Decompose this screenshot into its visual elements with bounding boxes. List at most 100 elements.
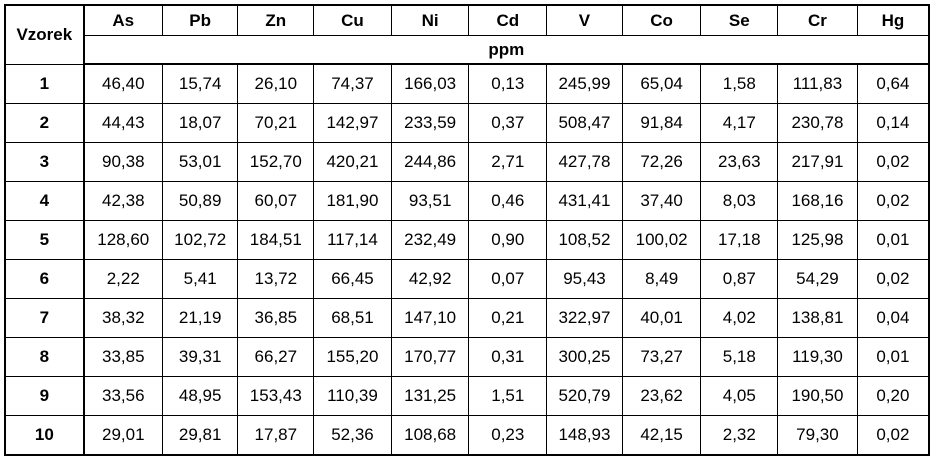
table-cell: 23,62: [621, 376, 702, 416]
table-cell: 520,79: [546, 376, 623, 416]
table-cell: 60,07: [237, 181, 315, 221]
table-cell: 50,89: [161, 181, 239, 221]
table-cell: 40,01: [621, 298, 702, 338]
table-cell: 170,77: [390, 337, 470, 377]
table-cell: 36,85: [237, 298, 315, 338]
table-cell: 46,40: [83, 63, 163, 104]
column-header: Pb: [161, 4, 239, 36]
table-cell: 181,90: [313, 181, 392, 221]
table-cell: 18,07: [161, 103, 239, 143]
table-cell: 245,99: [546, 63, 623, 104]
table-cell: 13,72: [237, 259, 315, 299]
table-cell: 42,38: [83, 181, 163, 221]
table-cell: 0,31: [468, 337, 548, 377]
table-cell: 38,32: [83, 298, 163, 338]
table-cell: 125,98: [777, 220, 858, 260]
table-cell: 93,51: [390, 181, 470, 221]
column-header: As: [83, 4, 163, 36]
table-row: 2 44,43 18,07 70,21 142,97 233,59 0,37 508,47 91…: [4, 103, 930, 143]
table-cell: 2,32: [700, 415, 779, 456]
table-cell: 190,50: [777, 376, 858, 416]
table-cell: 0,37: [468, 103, 548, 143]
column-header: Cd: [468, 4, 548, 36]
table-cell: 233,59: [390, 103, 470, 143]
table-cell: 166,03: [390, 63, 470, 104]
table-row: 6 2,22 5,41 13,72 66,45 42,92 0,07 95,43 8,49 0,8…: [4, 259, 930, 299]
table-cell: 54,29: [777, 259, 858, 299]
table-cell: 68,51: [313, 298, 392, 338]
column-header: Zn: [237, 4, 315, 36]
table-cell: 155,20: [313, 337, 392, 377]
table-cell: 95,43: [546, 259, 623, 299]
column-header: Ni: [390, 4, 470, 36]
table-cell: 108,68: [390, 415, 470, 456]
table-cell: 431,41: [546, 181, 623, 221]
table-cell: 0,04: [856, 298, 930, 338]
table-cell: 147,10: [390, 298, 470, 338]
table-cell: 420,21: [313, 142, 392, 182]
row-label: 10: [4, 415, 85, 456]
table-cell: 232,49: [390, 220, 470, 260]
table-cell: 0,87: [700, 259, 779, 299]
table-cell: 17,87: [237, 415, 315, 456]
table-cell: 0,13: [468, 63, 548, 104]
table-cell: 0,02: [856, 142, 930, 182]
table-cell: 110,39: [313, 376, 392, 416]
table-cell: 0,90: [468, 220, 548, 260]
row-label: 2: [4, 103, 85, 143]
unit-label: ppm: [83, 35, 930, 65]
table-cell: 33,56: [83, 376, 163, 416]
column-header-row: Vzorek As Pb Zn Cu Ni Cd V Co Se Cr Hg: [4, 4, 930, 65]
table-row: 7 38,32 21,19 36,85 68,51 147,10 0,21 322,97 40,…: [4, 298, 930, 338]
table-cell: 1,58: [700, 63, 779, 104]
row-label: 4: [4, 181, 85, 221]
table-cell: 70,21: [237, 103, 315, 143]
table-cell: 0,21: [468, 298, 548, 338]
table-cell: 44,43: [83, 103, 163, 143]
table-cell: 73,27: [621, 337, 702, 377]
table-cell: 142,97: [313, 103, 392, 143]
table-cell: 108,52: [546, 220, 623, 260]
table-cell: 8,03: [700, 181, 779, 221]
row-label: 6: [4, 259, 85, 299]
table-cell: 52,36: [313, 415, 392, 456]
table-cell: 184,51: [237, 220, 315, 260]
column-header: Cu: [313, 4, 392, 36]
row-label: 1: [4, 63, 85, 104]
table-row: 9 33,56 48,95 153,43 110,39 131,25 1,51 520,79 2…: [4, 376, 930, 416]
column-header: Se: [700, 4, 779, 36]
unit-row: ppm: [5, 35, 930, 65]
table-cell: 0,23: [468, 415, 548, 456]
table-cell: 4,17: [700, 103, 779, 143]
table-cell: 8,49: [621, 259, 702, 299]
table-cell: 33,85: [83, 337, 163, 377]
table-cell: 29,01: [83, 415, 163, 456]
table-cell: 21,19: [161, 298, 239, 338]
table-cell: 300,25: [546, 337, 623, 377]
table-cell: 37,40: [621, 181, 702, 221]
table-cell: 152,70: [237, 142, 315, 182]
row-label: 9: [4, 376, 85, 416]
column-header: V: [546, 4, 623, 36]
row-label: 8: [4, 337, 85, 377]
table-cell: 131,25: [390, 376, 470, 416]
table-cell: 48,95: [161, 376, 239, 416]
table-row: 5 128,60 102,72 184,51 117,14 232,49 0,90 108,5…: [4, 220, 930, 260]
table-cell: 0,07: [468, 259, 548, 299]
table-cell: 2,22: [83, 259, 163, 299]
table-cell: 15,74: [161, 63, 239, 104]
table-cell: 0,20: [856, 376, 930, 416]
table-cell: 42,92: [390, 259, 470, 299]
table-cell: 72,26: [621, 142, 702, 182]
table-cell: 119,30: [777, 337, 858, 377]
table-cell: 0,14: [856, 103, 930, 143]
corner-header: Vzorek: [4, 4, 85, 65]
table-cell: 148,93: [546, 415, 623, 456]
table-cell: 244,86: [390, 142, 470, 182]
table-cell: 1,51: [468, 376, 548, 416]
table-cell: 0,01: [856, 337, 930, 377]
table-cell: 111,83: [777, 63, 858, 104]
table-cell: 0,01: [856, 220, 930, 260]
table-cell: 26,10: [237, 63, 315, 104]
table-body: 1 46,40 15,74 26,10 74,37 166,03 0,13 245,99 65,…: [4, 63, 930, 456]
